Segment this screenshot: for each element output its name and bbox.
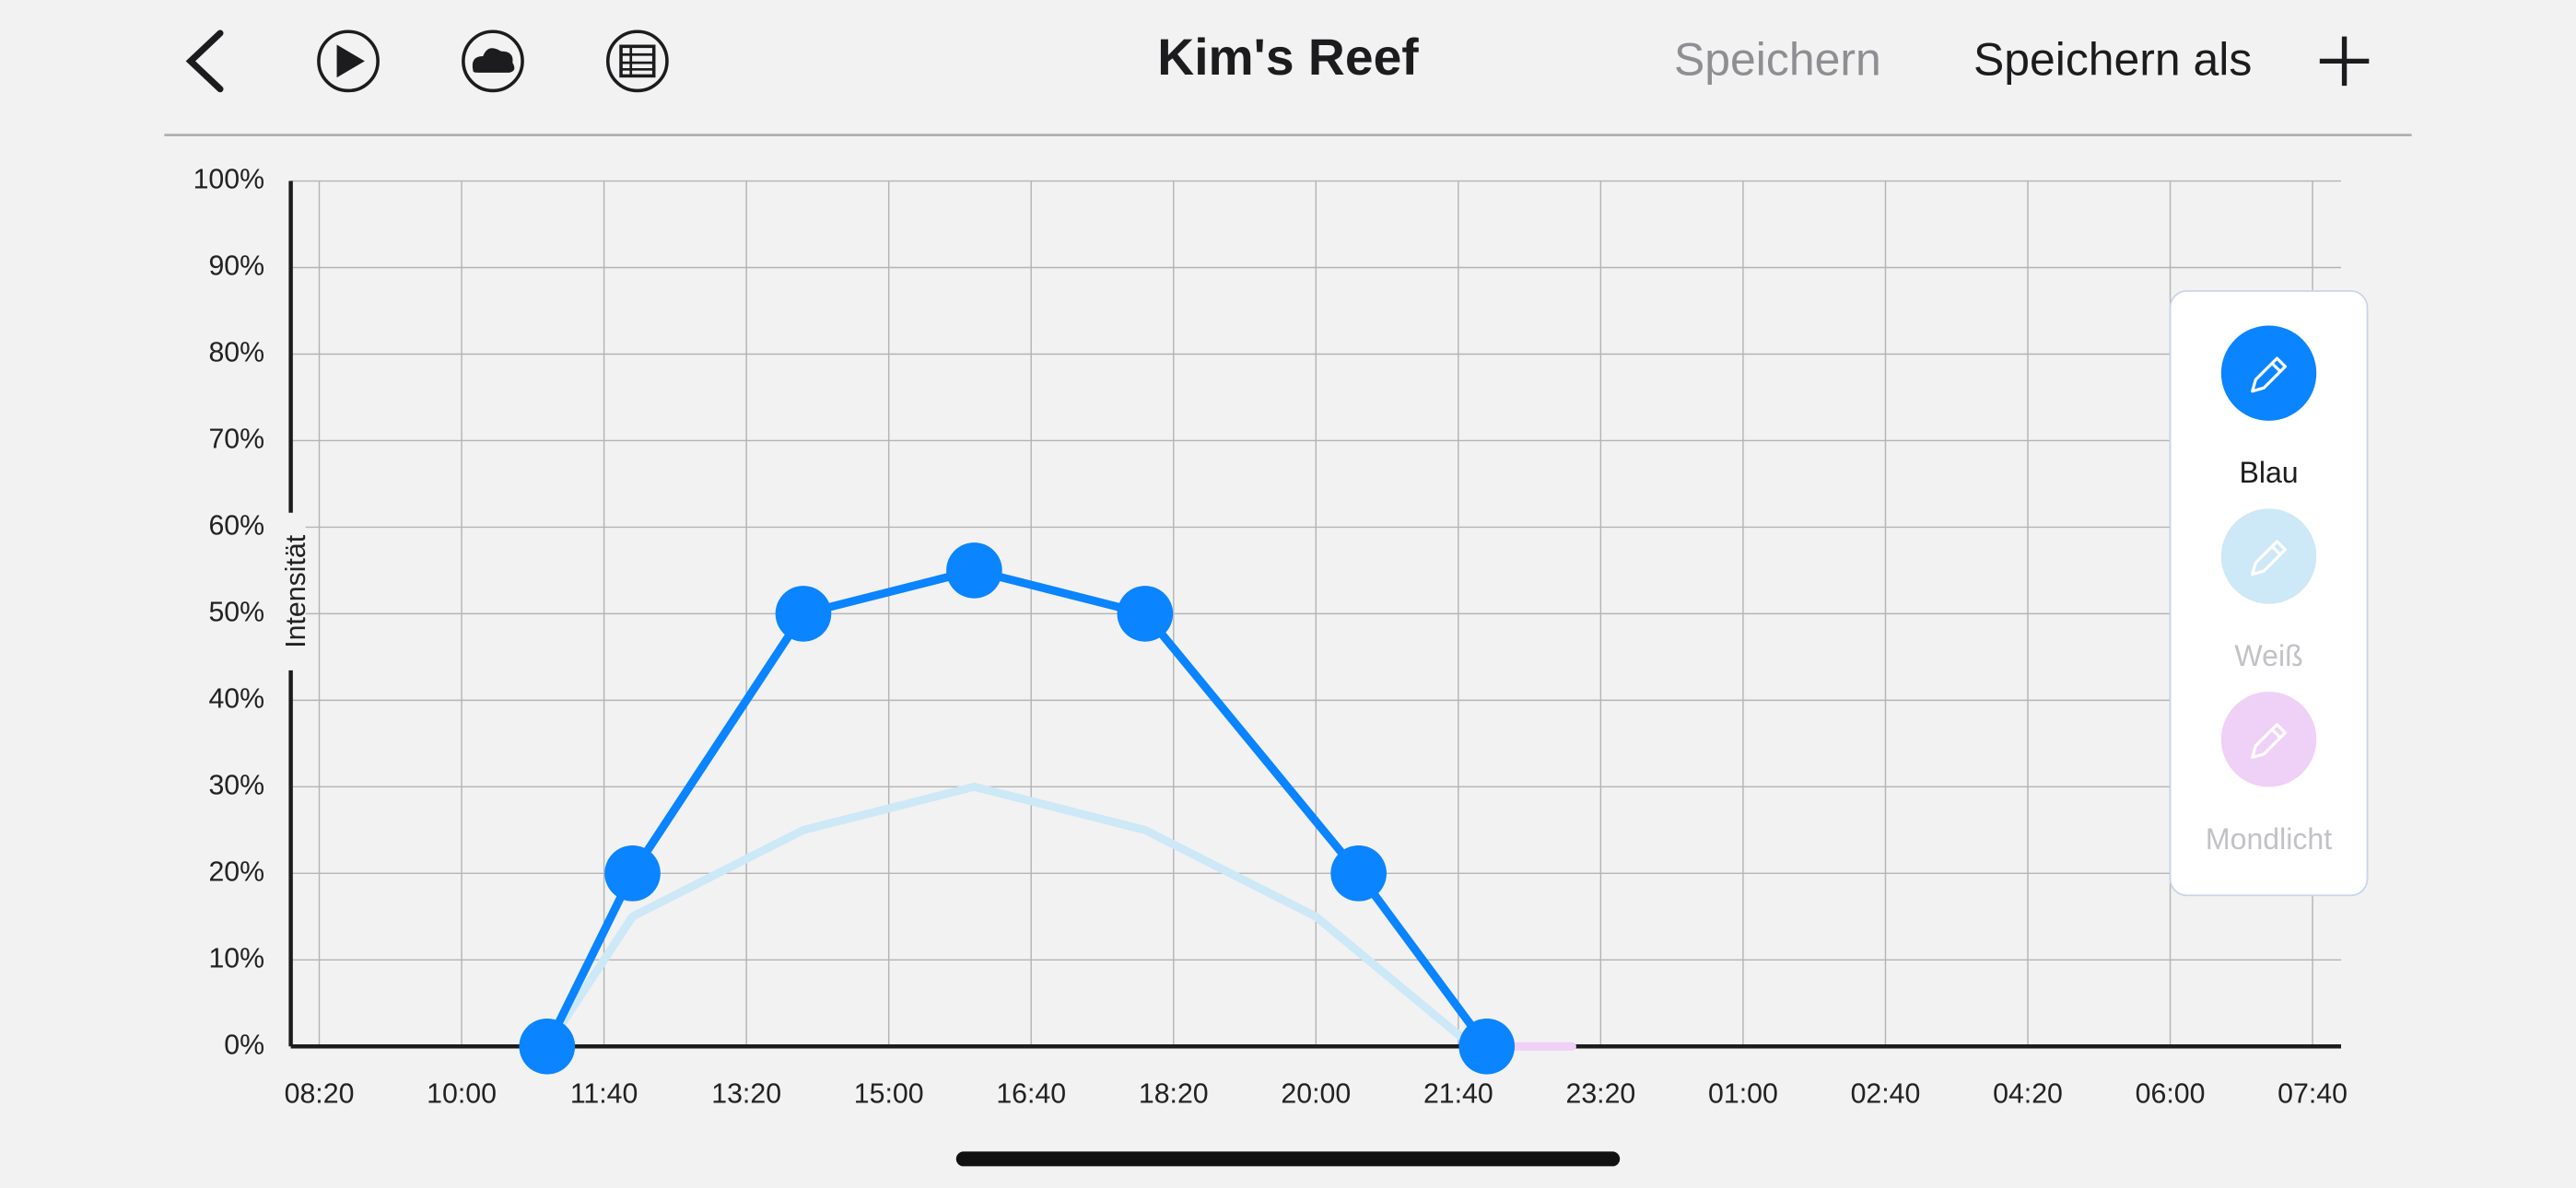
y-tick-label: 80% bbox=[208, 337, 264, 367]
data-point bbox=[1458, 1018, 1516, 1075]
y-tick-label: 40% bbox=[208, 683, 264, 714]
x-tick-label: 23:20 bbox=[1565, 1079, 1635, 1110]
y-axis-label: Intensität bbox=[281, 534, 311, 648]
x-tick-label: 08:20 bbox=[285, 1079, 355, 1110]
x-tick-label: 01:00 bbox=[1708, 1079, 1778, 1110]
data-point bbox=[775, 586, 832, 642]
y-tick-label: 10% bbox=[208, 943, 264, 973]
x-tick-label: 13:20 bbox=[711, 1079, 781, 1110]
channel-button[interactable] bbox=[2220, 325, 2317, 421]
y-tick-label: 60% bbox=[208, 510, 264, 541]
data-point bbox=[1330, 845, 1387, 902]
data-point bbox=[1117, 586, 1174, 642]
y-tick-label: 70% bbox=[208, 424, 264, 454]
data-point bbox=[519, 1018, 576, 1075]
save-button[interactable]: Speichern bbox=[1674, 33, 1881, 85]
channel-button[interactable] bbox=[2220, 692, 2317, 787]
legend-label: Mondlicht bbox=[2206, 822, 2332, 856]
home-indicator bbox=[955, 1151, 1621, 1167]
x-tick-label: 04:20 bbox=[1993, 1079, 2063, 1110]
y-tick-label: 0% bbox=[224, 1030, 264, 1060]
data-point bbox=[604, 845, 661, 902]
x-tick-label: 16:40 bbox=[996, 1079, 1066, 1110]
y-tick-label: 100% bbox=[193, 165, 265, 195]
x-tick-label: 10:00 bbox=[427, 1079, 497, 1110]
x-tick-label: 15:00 bbox=[854, 1079, 924, 1110]
x-tick-label: 06:00 bbox=[2136, 1079, 2206, 1110]
x-tick-label: 02:40 bbox=[1851, 1079, 1921, 1110]
x-tick-label: 18:20 bbox=[1139, 1079, 1209, 1110]
x-tick-label: 07:40 bbox=[2277, 1079, 2348, 1110]
y-tick-label: 90% bbox=[208, 251, 264, 282]
y-tick-label: 50% bbox=[208, 597, 264, 627]
pencil-icon bbox=[2251, 723, 2287, 760]
play-button[interactable] bbox=[317, 29, 380, 93]
legend-label: Blau bbox=[2239, 456, 2298, 489]
channel-button[interactable] bbox=[2220, 508, 2317, 604]
channel-panel: Blau Weiß Mondlicht bbox=[2169, 290, 2369, 897]
pencil-icon bbox=[2251, 540, 2287, 577]
title: Kim's Reef bbox=[1157, 29, 1419, 86]
series-line bbox=[543, 782, 1477, 1051]
y-tick-label: 20% bbox=[208, 856, 264, 887]
save-as-button[interactable]: Speichern als bbox=[1973, 33, 2252, 85]
x-tick-label: 21:40 bbox=[1423, 1079, 1493, 1110]
x-tick-label: 11:40 bbox=[570, 1079, 638, 1110]
chart: 0% 10% 20% 30% 40% 50% 60% 70% 80% 90% 100% 08:20 10… bbox=[193, 165, 2348, 1110]
add-button[interactable] bbox=[2319, 36, 2370, 87]
legend-label: Weiß bbox=[2234, 639, 2302, 672]
cloud-button[interactable] bbox=[462, 29, 524, 93]
x-tick-label: 20:00 bbox=[1281, 1079, 1351, 1110]
y-tick-label: 30% bbox=[208, 770, 264, 800]
back-button[interactable] bbox=[185, 29, 224, 93]
pencil-icon bbox=[2251, 356, 2287, 393]
y-label-bg bbox=[275, 512, 306, 670]
data-point bbox=[946, 542, 1002, 599]
table-button[interactable] bbox=[605, 29, 669, 93]
